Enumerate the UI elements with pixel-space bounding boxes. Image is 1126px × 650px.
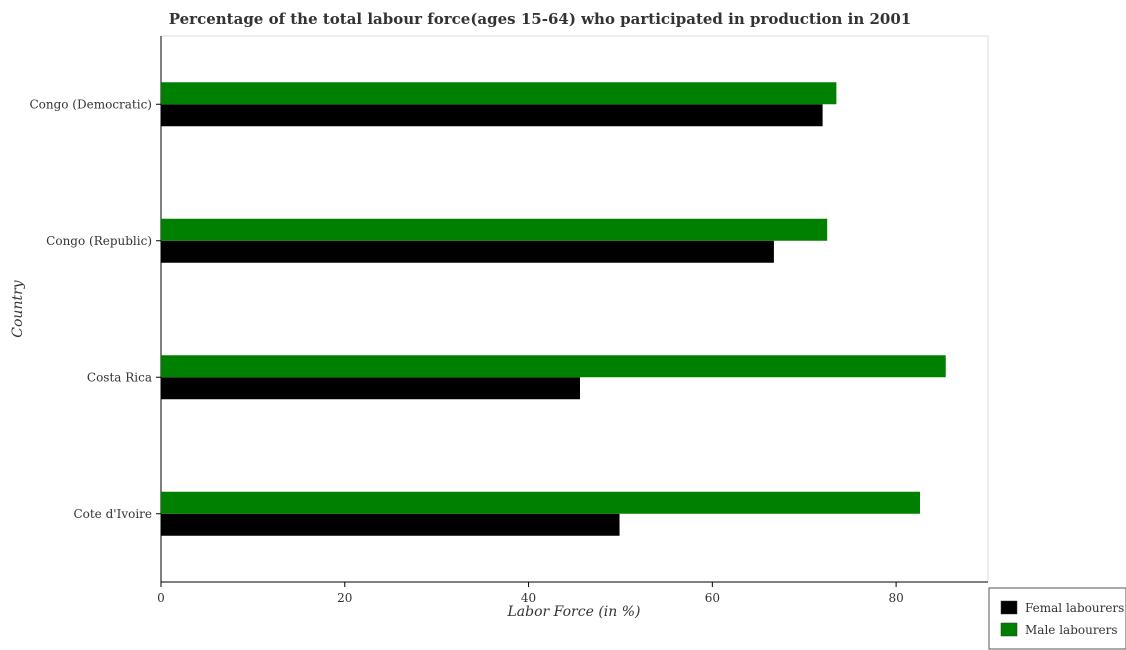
bar-female-3	[161, 513, 620, 536]
x-axis-label: Labor Force (in %)	[507, 604, 641, 620]
y-tick-label: Congo (Democratic)	[29, 97, 152, 111]
legend-swatch-0	[1000, 600, 1018, 615]
legend-box	[988, 587, 1126, 650]
bar-female-1	[161, 240, 774, 263]
y-tick-label: Costa Rica	[87, 370, 152, 384]
legend-label-1: Male labourers	[1025, 623, 1118, 637]
bar-male-1	[161, 218, 828, 241]
chart-title: Percentage of the total labour force(age…	[169, 10, 911, 28]
bar-female-2	[161, 377, 581, 400]
legend: Femal labourers Male labourers	[988, 587, 1126, 650]
bar-male-0	[161, 82, 837, 105]
x-tick-label: 80	[888, 591, 903, 605]
x-tick-label: 20	[337, 591, 352, 605]
y-tick-label: Congo (Republic)	[46, 234, 152, 248]
x-tick-label: 60	[705, 591, 720, 605]
legend-swatch-1	[1000, 622, 1018, 637]
bar-male-3	[161, 491, 921, 514]
y-tick-label: Cote d'Ivoire	[73, 507, 152, 521]
x-tick-label: 0	[157, 591, 165, 605]
y-axis-label: Country	[10, 279, 26, 337]
x-tick-label: 40	[521, 591, 536, 605]
plot-area: 0 20 40 60 80 Congo (Democratic) Congo (Republ…	[29, 35, 989, 605]
bar-female-0	[161, 104, 823, 127]
legend-label-0: Femal labourers	[1025, 601, 1124, 615]
bar-male-2	[161, 355, 946, 378]
